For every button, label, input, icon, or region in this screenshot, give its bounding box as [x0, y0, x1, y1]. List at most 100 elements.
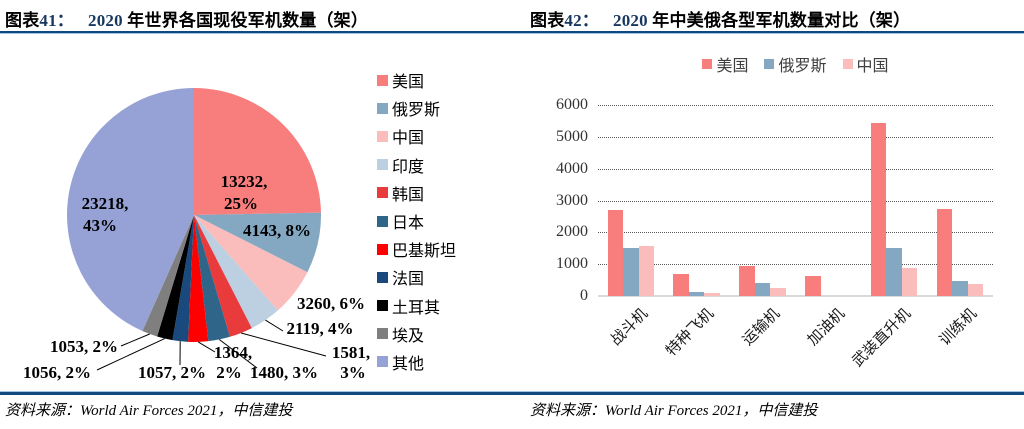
bar-s0-c4 — [870, 122, 887, 296]
pie-data-label-9: 1053, 2% — [50, 337, 118, 356]
legend-swatch-icon — [377, 356, 388, 368]
x-axis-line — [598, 295, 993, 297]
bar-legend-item-1: 俄罗斯 — [764, 52, 827, 76]
gridline-1000 — [598, 264, 993, 266]
pie-legend-item-10: 其他 — [377, 348, 456, 376]
bar-legend-label: 美国 — [716, 58, 749, 75]
pie-data-label-4: 3% — [340, 363, 366, 382]
legend-swatch-icon — [377, 187, 388, 199]
pie-data-label-10: 23218, — [82, 194, 129, 213]
bar-s1-c0 — [623, 247, 639, 296]
bar-s1-c5 — [952, 281, 968, 296]
bar-s2-c4 — [901, 267, 918, 296]
legend-swatch-icon — [842, 59, 853, 69]
pie-slice-8 — [157, 215, 194, 341]
chart-title-41: 图表41： 2020 年世界各国现役军机数量（架） — [5, 6, 368, 31]
chart-label-prefix: 图表 — [5, 11, 40, 30]
pie-data-label-1: 4143, 8% — [243, 221, 311, 240]
bar-s0-c0 — [607, 210, 624, 296]
gridline-6000 — [598, 105, 993, 106]
pie-legend-item-9: 埃及 — [377, 320, 456, 348]
pie-legend-item-6: 巴基斯坦 — [377, 235, 456, 263]
pie-slice-1 — [194, 212, 322, 273]
pie-data-label-0: 13232, — [221, 172, 268, 191]
chart-title-year: 2020 — [613, 11, 648, 30]
pie-legend-item-1: 俄罗斯 — [377, 94, 456, 122]
y-tick-label-6000: 6000 — [556, 96, 588, 113]
legend-swatch-icon — [377, 74, 388, 86]
pie-leader-line-3 — [265, 319, 284, 332]
bar-s0-c5 — [936, 208, 953, 296]
pie-data-label-7: 1057, 2% — [138, 363, 206, 382]
legend-swatch-icon — [377, 243, 388, 255]
gridline-3000 — [598, 200, 993, 202]
chart-title-year: 2020 — [88, 11, 123, 30]
bar-s2-c2 — [770, 288, 786, 296]
pie-slice-9 — [142, 215, 194, 337]
bar-group-1 — [664, 105, 730, 296]
pie-legend-label: 其他 — [392, 355, 425, 373]
pie-legend-label: 中国 — [392, 130, 425, 148]
legend-swatch-icon — [377, 271, 388, 283]
title-divider-rule — [0, 31, 1024, 34]
y-tick-label-3000: 3000 — [556, 191, 588, 209]
pie-legend-label: 印度 — [392, 158, 425, 176]
y-tick-label-0: 0 — [580, 287, 588, 304]
gridline-5000 — [598, 136, 993, 138]
pie-data-label-4: 1581, — [332, 343, 370, 362]
bar-s1-c4 — [886, 247, 902, 296]
bar-group-4 — [861, 105, 927, 296]
pie-slice-3 — [194, 215, 278, 329]
bar-chart-panel: 图表42： 2020 年中美俄各型军机数量对比（架） 美国 俄罗斯 中国 0 1000 2… — [512, 0, 1024, 429]
bar-group-0 — [598, 105, 664, 296]
gridline-4000 — [598, 168, 993, 170]
bar-s0-c2 — [739, 266, 755, 296]
legend-swatch-icon — [377, 159, 388, 171]
pie-slice-2 — [194, 215, 308, 311]
legend-swatch-icon — [377, 328, 388, 340]
chart-title-text: 年中美俄各型军机数量对比（架） — [647, 11, 911, 30]
pie-legend-label: 法国 — [392, 271, 425, 289]
legend-swatch-icon — [764, 59, 775, 69]
chart-title-text: 年世界各国现役军机数量（架） — [122, 11, 369, 30]
pie-slice-6 — [188, 215, 209, 342]
bar-s2-c5 — [967, 283, 984, 296]
bar-group-3 — [796, 105, 862, 296]
legend-swatch-icon — [377, 300, 388, 312]
source-divider-rule — [0, 391, 1024, 395]
pie-legend-item-4: 韩国 — [377, 179, 456, 207]
pie-svg: 13232, 25% 4143, 8% 3260, 6% 2119, 4% 1581,3%… — [23, 88, 370, 382]
y-tick-label-5000: 5000 — [556, 127, 588, 145]
gridline-2000 — [598, 232, 993, 234]
pie-legend-item-2: 中国 — [377, 122, 456, 150]
pie-data-label-6: 1364, — [214, 343, 252, 362]
pie-legend-label: 韩国 — [392, 186, 425, 204]
source-note-left: 资料来源：World Air Forces 2021，中信建投 — [5, 403, 293, 419]
bar-s1-c1 — [688, 292, 705, 296]
legend-swatch-icon — [377, 130, 388, 142]
bar-s2-c0 — [638, 246, 655, 296]
pie-legend-item-8: 土耳其 — [377, 292, 456, 320]
chart-title-42: 图表42： 2020 年中美俄各型军机数量对比（架） — [530, 6, 910, 31]
pie-leader-line-5 — [218, 339, 258, 369]
legend-swatch-icon — [702, 59, 713, 69]
pie-legend-item-5: 日本 — [377, 207, 456, 235]
bar-s2-c1 — [704, 292, 720, 296]
bar-s0-c1 — [673, 273, 689, 296]
chart-label-number: 42： — [564, 11, 600, 30]
pie-chart: 13232, 25% 4143, 8% 3260, 6% 2119, 4% 1581, 3%… — [0, 50, 372, 386]
pie-data-label-2: 3260, 6% — [297, 294, 365, 313]
bar-group-2 — [730, 105, 796, 296]
pie-slice-4 — [194, 215, 252, 337]
bar-legend: 美国 俄罗斯 中国 — [598, 52, 993, 76]
legend-swatch-icon — [377, 102, 388, 114]
pie-data-label-3: 2119, 4% — [286, 319, 353, 338]
pie-data-label-6: 2% — [216, 363, 242, 382]
chart-label-prefix: 图表 — [530, 11, 565, 30]
pie-legend-item-3: 印度 — [377, 151, 456, 179]
pie-legend-label: 美国 — [392, 74, 425, 92]
pie-legend-item-0: 美国 — [377, 66, 456, 94]
pie-legend-label: 埃及 — [392, 327, 425, 345]
pie-legend: 美国俄罗斯中国印度韩国日本 巴基斯坦法国土耳其埃及其他 — [377, 66, 456, 376]
y-tick-label-1000: 1000 — [556, 255, 588, 273]
